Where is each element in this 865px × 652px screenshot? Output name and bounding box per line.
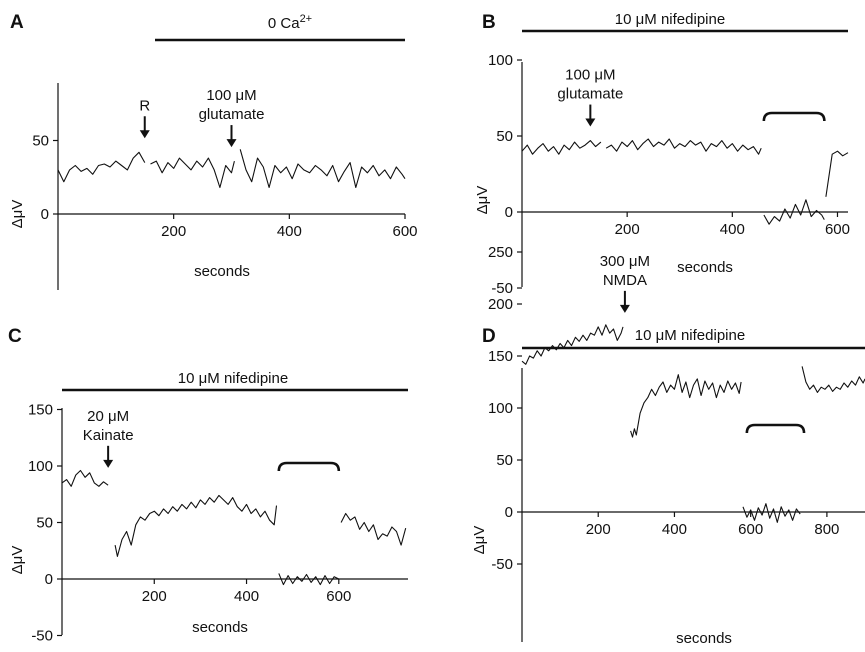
trace-segment	[742, 503, 801, 523]
arrow-down-icon	[103, 459, 114, 468]
trace-segment	[825, 150, 849, 197]
annotation-label: 100 μM	[206, 87, 256, 104]
x-tick-label: 200	[142, 588, 167, 605]
trace-segment	[150, 157, 235, 189]
trace-segment	[239, 149, 406, 189]
y-axis-label: ΔμV	[9, 200, 26, 229]
y-tick-label: -50	[31, 628, 53, 645]
trace-segment	[630, 374, 742, 438]
y-tick-label: 150	[488, 348, 513, 365]
y-axis-label: ΔμV	[474, 186, 491, 215]
x-tick-label: 800	[814, 521, 839, 538]
annotation-label: glutamate	[199, 106, 265, 123]
trace-segment	[114, 494, 278, 557]
y-tick-label: -50	[491, 280, 513, 297]
x-axis-label: seconds	[676, 630, 732, 647]
x-tick-label: 600	[738, 521, 763, 538]
annotation-label: NMDA	[603, 272, 647, 289]
annotation-label: 20 μM	[87, 408, 129, 425]
y-tick-label: 100	[28, 458, 53, 475]
treatment-label: 10 μM nifedipine	[178, 370, 288, 387]
trace-segment	[521, 140, 602, 155]
x-tick-label: 200	[615, 221, 640, 238]
treatment-label: 10 μM nifedipine	[615, 11, 725, 28]
y-tick-label: 0	[505, 504, 513, 521]
x-tick-label: 400	[234, 588, 259, 605]
trace-segment	[605, 138, 762, 155]
x-tick-label: 200	[586, 521, 611, 538]
trace-segment	[521, 324, 624, 365]
annotation-label: Kainate	[83, 427, 134, 444]
annotation-label: glutamate	[557, 86, 623, 103]
x-tick-label: 600	[326, 588, 351, 605]
y-tick-label: 50	[496, 452, 513, 469]
trace-segment	[801, 366, 865, 393]
y-tick-label: 0	[41, 206, 49, 223]
x-tick-label: 400	[720, 221, 745, 238]
panel-b: B 10 μM nifedipine -50 0 50 100 200 400 600 secon…	[474, 11, 850, 297]
y-tick-label: 100	[488, 400, 513, 417]
y-tick-label: -50	[491, 556, 513, 573]
y-tick-label: 50	[32, 133, 49, 150]
trace-segment	[57, 151, 146, 183]
y-tick-label: 150	[28, 402, 53, 419]
bracket	[277, 461, 341, 472]
arrow-down-icon	[226, 139, 237, 148]
treatment-label: 0 Ca2+	[268, 13, 312, 32]
annotation-label: 100 μM	[565, 67, 615, 84]
panel-c: C 10 μM nifedipine -50 0 50 100 150 200 400 600 se…	[8, 326, 408, 645]
y-tick-label: 50	[36, 515, 53, 532]
x-tick-label: 600	[825, 221, 850, 238]
y-tick-label: 100	[488, 52, 513, 69]
y-tick-label: 250	[488, 244, 513, 261]
y-tick-label: 0	[45, 571, 53, 588]
panel-a: A 0 Ca2+ 0 50 200 400 600 seconds ΔμV R 100 μM glut…	[9, 12, 418, 290]
x-axis-label: seconds	[192, 619, 248, 636]
trace-segment	[61, 469, 109, 487]
y-tick-label: 50	[496, 128, 513, 145]
arrow-down-icon	[619, 304, 630, 313]
y-tick-label: 200	[488, 296, 513, 313]
treatment-label: 10 μM nifedipine	[635, 327, 745, 344]
trace-segment	[340, 512, 407, 546]
panel-d: D 10 μM nifedipine -50 0 50 100 150 200 250 200 40…	[471, 244, 865, 647]
x-tick-label: 600	[392, 223, 417, 240]
x-axis-label: seconds	[677, 259, 733, 276]
panel-label: B	[482, 12, 496, 33]
arrow-down-icon	[139, 130, 150, 139]
bracket	[745, 423, 806, 434]
y-axis-label: ΔμV	[471, 526, 488, 555]
annotation-label: R	[139, 97, 150, 114]
panel-label: A	[10, 12, 24, 33]
arrow-down-icon	[585, 118, 596, 127]
x-tick-label: 200	[161, 223, 186, 240]
y-tick-label: 0	[505, 204, 513, 221]
x-tick-label: 400	[277, 223, 302, 240]
x-axis-label: seconds	[194, 263, 250, 280]
annotation-label: 300 μM	[600, 253, 650, 270]
trace-segment	[278, 573, 340, 586]
x-tick-label: 400	[662, 521, 687, 538]
trace-segment	[763, 199, 825, 225]
bracket	[762, 111, 826, 122]
panel-label: D	[482, 326, 496, 347]
y-axis-label: ΔμV	[9, 546, 26, 575]
panel-label: C	[8, 326, 22, 347]
